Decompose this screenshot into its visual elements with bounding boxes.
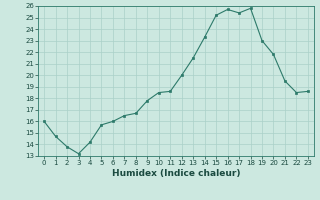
X-axis label: Humidex (Indice chaleur): Humidex (Indice chaleur) bbox=[112, 169, 240, 178]
